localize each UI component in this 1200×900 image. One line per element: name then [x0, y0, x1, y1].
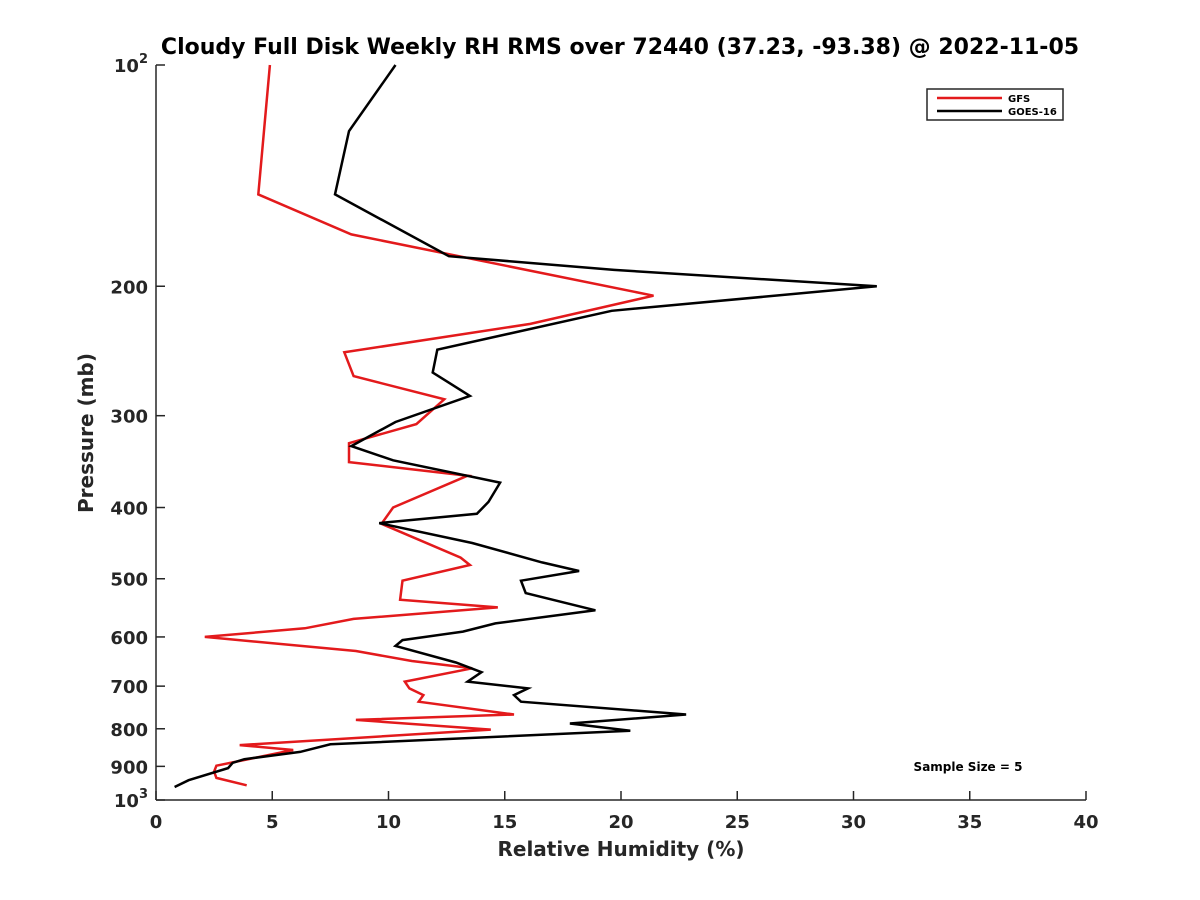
- y-tick-label: 900: [110, 757, 148, 778]
- y-tick-exponent: 3: [139, 787, 148, 802]
- plot-series: [174, 64, 877, 789]
- legend-label-goes-16: GOES-16: [1008, 107, 1057, 118]
- legend: GFS GOES-16: [926, 88, 1064, 121]
- legend-label-gfs: GFS: [1008, 94, 1030, 105]
- chart-title: Cloudy Full Disk Weekly RH RMS over 7244…: [161, 35, 1079, 60]
- x-tick-label: 0: [150, 812, 163, 833]
- y-tick-base: 10: [114, 56, 139, 77]
- y-tick-exponent: 2: [139, 52, 148, 67]
- y-tick-label: 200: [110, 277, 148, 298]
- x-tick-label: 5: [266, 812, 279, 833]
- legend-box: [926, 88, 1064, 121]
- x-axis-ticks: 0 5 10 15 20 25 30 35 40: [150, 791, 1099, 833]
- x-tick-label: 30: [841, 812, 866, 833]
- x-tick-label: 40: [1073, 812, 1098, 833]
- y-tick-label: 103: [114, 787, 148, 812]
- x-tick-label: 10: [376, 812, 401, 833]
- x-axis-label: Relative Humidity (%): [497, 837, 744, 861]
- x-tick-label: 20: [608, 812, 633, 833]
- series-line-gfs: [204, 64, 654, 787]
- y-tick-label: 102: [114, 52, 148, 77]
- y-tick-base: 10: [114, 791, 139, 812]
- y-axis-label: Pressure (mb): [74, 353, 98, 513]
- y-tick-label: 300: [110, 407, 148, 428]
- y-tick-label: 500: [110, 570, 148, 591]
- x-tick-label: 25: [725, 812, 750, 833]
- x-tick-label: 15: [492, 812, 517, 833]
- x-tick-label: 35: [957, 812, 982, 833]
- series-line-goes-16: [174, 64, 877, 789]
- y-tick-label: 400: [110, 499, 148, 520]
- y-tick-label: 800: [110, 720, 148, 741]
- y-tick-label: 700: [110, 677, 148, 698]
- sample-size-annotation: Sample Size = 5: [914, 760, 1023, 774]
- y-tick-label: 600: [110, 628, 148, 649]
